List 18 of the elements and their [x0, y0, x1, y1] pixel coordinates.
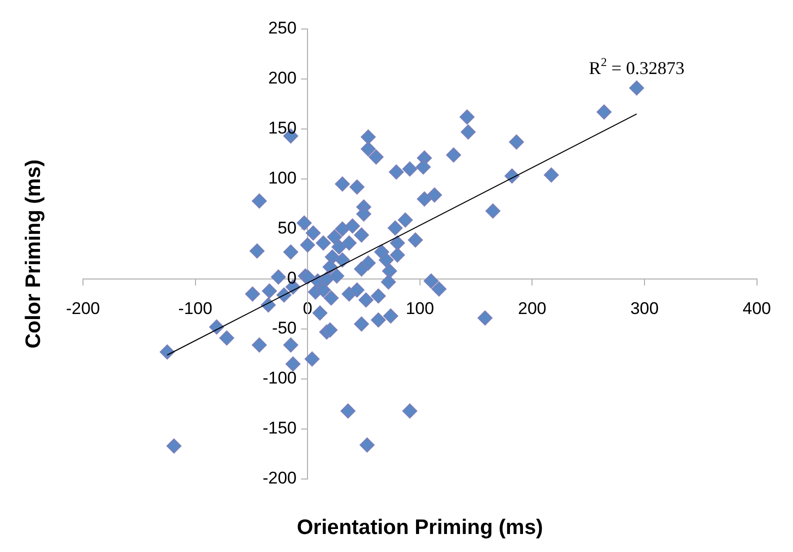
x-tick-label: -100 — [178, 298, 212, 318]
y-tick-label: -100 — [262, 368, 297, 388]
y-tick-label: 100 — [268, 168, 297, 188]
x-tick-label: -200 — [66, 298, 100, 318]
x-tick-label: 200 — [518, 298, 546, 318]
x-tick-label: 400 — [742, 298, 772, 318]
x-tick-label: 100 — [406, 298, 434, 318]
y-tick-label: 50 — [278, 218, 297, 238]
y-tick-label: -200 — [262, 468, 297, 488]
x-tick-label: 300 — [630, 298, 659, 318]
y-tick-label: 0 — [287, 268, 297, 288]
y-tick-label: 150 — [268, 118, 297, 138]
y-tick-label: -50 — [272, 318, 297, 338]
y-axis-title: Color Priming (ms) — [22, 159, 45, 349]
x-axis-title: Orientation Priming (ms) — [296, 516, 544, 539]
y-tick-label: 250 — [268, 18, 297, 38]
y-tick-label: 200 — [268, 68, 297, 88]
y-tick-label: -150 — [262, 418, 297, 438]
